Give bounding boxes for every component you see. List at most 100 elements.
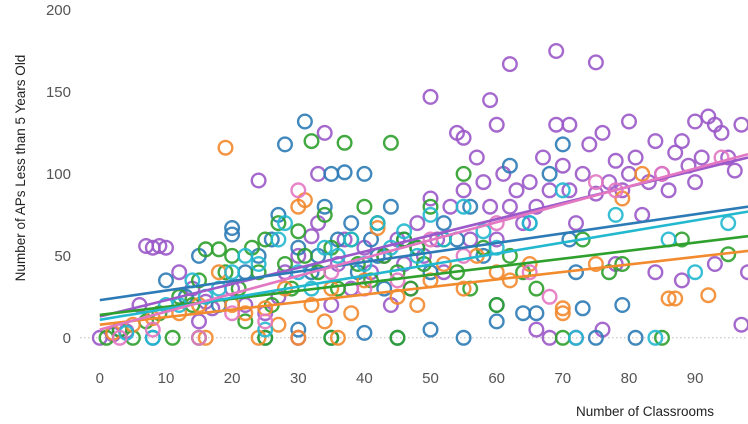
data-point (501, 157, 518, 174)
data-point (144, 329, 161, 346)
data-point (475, 174, 492, 191)
data-point (574, 300, 591, 317)
data-point (442, 198, 459, 215)
data-point (607, 152, 624, 169)
data-point (554, 329, 571, 346)
data-point (587, 174, 604, 191)
data-point (356, 198, 373, 215)
data-point (554, 300, 571, 317)
data-point (336, 134, 353, 151)
data-point (554, 136, 571, 153)
data-point (157, 272, 174, 289)
data-point (488, 231, 505, 248)
data-point (224, 226, 241, 243)
data-point (627, 149, 644, 166)
data-point (581, 136, 598, 153)
data-point (290, 329, 307, 346)
data-point (587, 329, 604, 346)
data-point (210, 241, 227, 258)
data-point (548, 116, 565, 133)
data-point (171, 288, 188, 305)
data-point (217, 139, 234, 156)
data-point (521, 264, 538, 281)
x-tick-label: 60 (488, 370, 505, 387)
data-point (501, 198, 518, 215)
data-point (277, 215, 294, 232)
data-point (673, 272, 690, 289)
data-point (654, 329, 671, 346)
data-point (468, 149, 485, 166)
data-point (329, 329, 346, 346)
data-point (548, 43, 565, 60)
data-point (316, 198, 333, 215)
data-points (91, 43, 748, 346)
y-tick-label: 0 (63, 330, 71, 347)
data-point (488, 116, 505, 133)
y-tick-label: 150 (46, 84, 71, 101)
data-point (290, 182, 307, 199)
data-point (356, 272, 373, 289)
data-point (488, 297, 505, 314)
data-point (171, 264, 188, 281)
data-point (316, 124, 333, 141)
data-point (647, 329, 664, 346)
data-point (316, 239, 333, 256)
data-point (587, 54, 604, 71)
data-point (720, 215, 737, 232)
data-point (554, 182, 571, 199)
y-tick-label: 200 (46, 2, 71, 19)
data-point (627, 329, 644, 346)
x-tick-label: 30 (290, 370, 307, 387)
data-point (164, 329, 181, 346)
data-point (270, 316, 287, 333)
y-tick-label: 50 (54, 248, 71, 265)
data-point (587, 256, 604, 273)
data-point (343, 215, 360, 232)
data-point (144, 321, 161, 338)
data-point (726, 162, 743, 179)
data-point (303, 133, 320, 150)
data-point (528, 280, 545, 297)
x-axis-ticks: 01020304050607080901 (96, 370, 704, 387)
data-point (455, 129, 472, 146)
data-point (541, 165, 558, 182)
data-point (409, 297, 426, 314)
x-tick-label: 20 (224, 370, 241, 387)
x-tick-label: 40 (356, 370, 373, 387)
data-point (634, 165, 651, 182)
data-point (455, 280, 472, 297)
data-point (422, 198, 439, 215)
data-point (296, 113, 313, 130)
data-point (290, 247, 307, 264)
data-point (554, 157, 571, 174)
data-point (535, 149, 552, 166)
data-point (336, 231, 353, 248)
x-tick-label: 0 (96, 370, 104, 387)
data-point (521, 215, 538, 232)
x-axis-title: Number of Classrooms (576, 404, 714, 419)
data-point (323, 297, 340, 314)
data-point (462, 231, 479, 248)
data-point (257, 313, 274, 330)
data-point (647, 264, 664, 281)
data-point (356, 324, 373, 341)
data-point (224, 264, 241, 281)
data-point (310, 165, 327, 182)
data-point (382, 198, 399, 215)
data-point (422, 190, 439, 207)
data-point (508, 182, 525, 199)
x-tick-label: 80 (621, 370, 638, 387)
data-point (316, 313, 333, 330)
data-point (594, 124, 611, 141)
data-point (316, 206, 333, 223)
data-point (157, 239, 174, 256)
data-point (111, 329, 128, 346)
data-point (336, 164, 353, 181)
data-point (501, 272, 518, 289)
trend-line (99, 210, 748, 322)
y-axis-ticks: 0 50 100 150 200 (46, 2, 71, 347)
data-point (290, 321, 307, 338)
data-point (356, 165, 373, 182)
data-point (363, 231, 380, 248)
